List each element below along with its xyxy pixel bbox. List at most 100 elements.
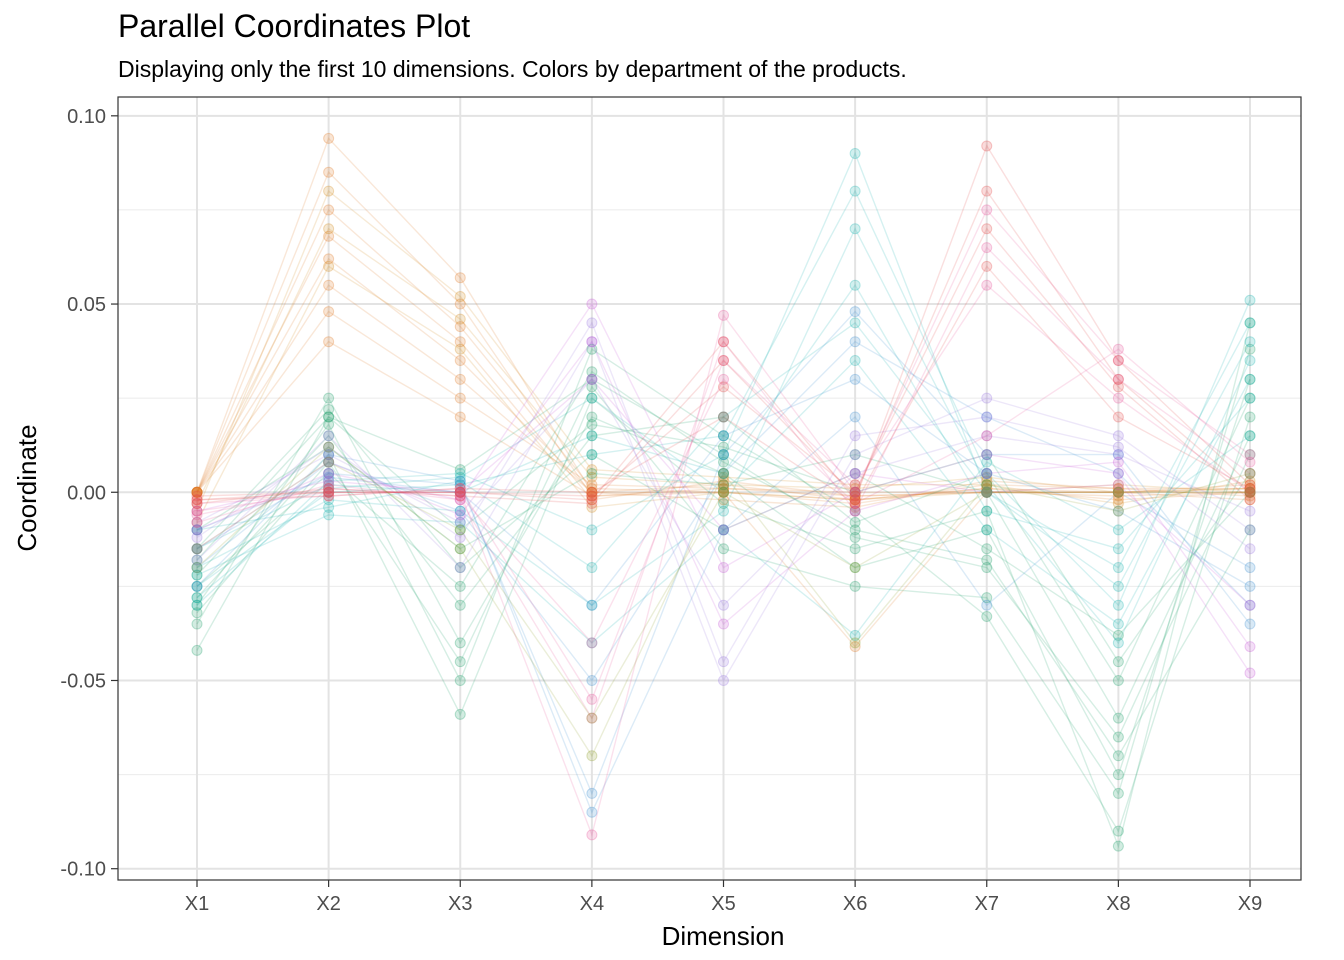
profile-point [323,403,335,415]
profile-point [718,524,729,536]
profile-point [586,637,598,649]
profile-point [1112,456,1124,468]
profile-point [718,486,729,498]
profile-point [454,516,466,528]
profile-point [454,516,466,528]
profile-point [454,483,466,494]
profile-point [586,373,598,385]
profile-point [323,486,335,498]
profile-point [1112,637,1124,649]
profile-point [1112,486,1124,498]
profile-point [718,381,729,393]
x-tick-label: X7 [975,893,999,915]
profile-line [196,321,1251,588]
profile-point [1112,494,1124,506]
profile-point [718,309,729,321]
profile-point [718,486,729,498]
profile-point [586,373,598,385]
profile-point [1244,641,1256,653]
profile-point [849,562,861,574]
profile-point [718,524,729,536]
profile-point [586,430,598,442]
profile-point [191,505,203,517]
profile-point [1112,543,1124,555]
profile-point [1112,479,1124,491]
profile-point [1244,490,1256,502]
profile-point [586,599,598,611]
profile-point [586,498,598,510]
y-tick-label: -0.10 [60,859,106,881]
profile-line [196,151,1251,606]
profile-point [849,505,861,517]
profile-point [191,486,203,498]
profile-point [323,486,335,498]
profile-point [981,449,993,461]
profile-point [1112,449,1124,461]
profile-point [454,562,466,574]
profile-point [454,505,466,517]
profile-point [586,486,598,498]
profile-point [718,456,729,468]
profile-point [1244,483,1256,494]
profile-point [849,629,861,641]
profile-point [849,580,861,592]
profile-point [454,486,466,498]
profile-point [586,381,598,393]
profile-point [849,486,861,498]
profile-point [1112,486,1124,498]
profile-line [196,435,1251,720]
profile-point [981,204,993,216]
profile-point [586,430,598,442]
x-tick-label: X3 [448,893,472,915]
profile-point [1112,787,1124,799]
profile-point [1244,430,1256,442]
profile-point [323,467,335,479]
profile-point [586,829,598,841]
x-tick-label: X5 [711,893,735,915]
profile-point [981,392,993,404]
profile-point [981,599,993,611]
profile-point [1244,599,1256,611]
profile-point [718,618,729,630]
profile-point [981,449,993,461]
profile-point [323,490,335,502]
profile-point [323,306,335,318]
profile-point [586,486,598,498]
profile-point [1244,599,1256,611]
profile-point [323,223,335,235]
profile-point [849,486,861,498]
profile-point [981,505,993,517]
profile-point [1244,449,1256,461]
profile-line [196,340,1251,648]
profile-point [849,490,861,502]
profile-point [1244,483,1256,494]
profile-point [981,467,993,479]
profile-point [191,562,203,574]
profile-line [196,283,1251,550]
profile-point [849,498,861,510]
plot-panel-border [117,96,1302,881]
profile-point [718,543,729,555]
y-tick-label: -0.05 [60,670,106,692]
profile-line [196,397,1251,682]
profile-point [191,562,203,574]
profile-point [981,505,993,517]
profile-point [1244,373,1256,385]
profile-point [454,321,466,333]
profile-point [849,494,861,506]
profile-point [1244,430,1256,442]
profile-point [191,486,203,498]
profile-point [718,486,729,498]
profile-point [191,543,203,555]
profile-point [586,637,598,649]
profile-point [1112,580,1124,592]
profile-point [191,486,203,498]
profile-line [196,227,1251,645]
profile-point [1112,483,1124,494]
profile-point [718,486,729,498]
profile-point [718,441,729,453]
profile-line [196,378,1251,606]
profile-point [849,543,861,555]
profile-point [191,599,203,611]
profile-line [196,378,1251,739]
